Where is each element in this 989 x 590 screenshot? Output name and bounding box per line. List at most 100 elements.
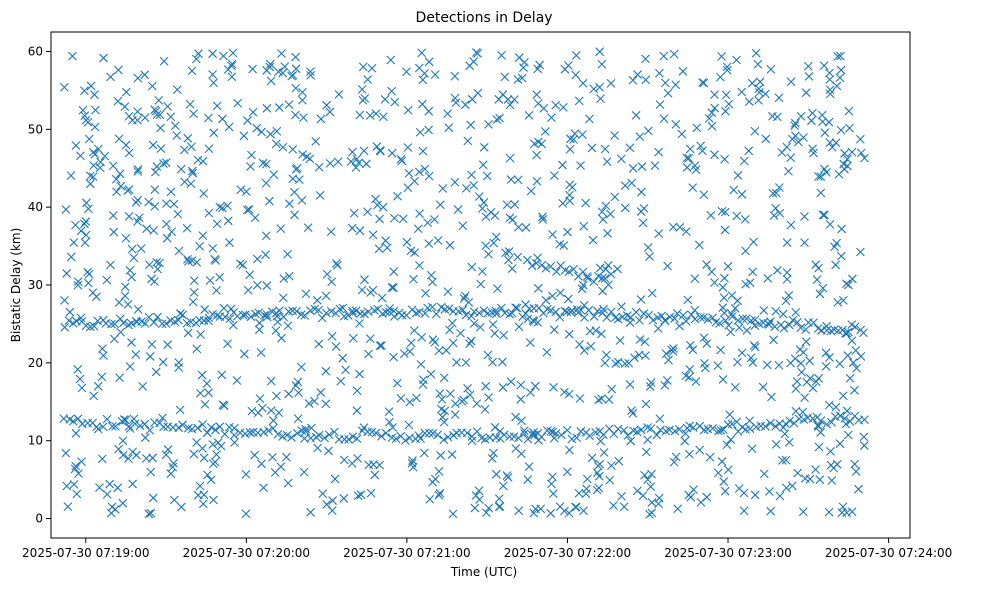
detection-marker <box>501 248 511 258</box>
detection-marker <box>385 303 394 313</box>
detection-marker <box>497 51 506 60</box>
detection-marker <box>650 161 660 171</box>
detection-marker <box>424 428 434 438</box>
detection-marker <box>131 450 141 460</box>
detection-marker <box>439 417 449 427</box>
detection-marker <box>192 344 202 354</box>
detection-marker <box>498 383 508 392</box>
detection-marker <box>223 65 233 74</box>
detection-marker <box>839 296 848 305</box>
detection-marker <box>306 507 315 517</box>
detection-marker <box>250 213 260 223</box>
detection-marker <box>69 479 79 489</box>
detection-marker <box>208 244 218 253</box>
detection-marker <box>251 309 260 319</box>
detection-marker <box>299 467 309 477</box>
detection-marker <box>490 329 500 338</box>
detection-marker <box>821 361 831 371</box>
detection-marker <box>832 238 841 248</box>
detection-marker <box>347 459 357 468</box>
detection-marker <box>424 57 434 67</box>
detection-marker <box>654 229 664 239</box>
detection-marker <box>199 490 209 500</box>
detection-marker <box>838 502 848 512</box>
detection-marker <box>266 76 276 86</box>
detection-marker <box>336 376 346 386</box>
detection-marker <box>473 49 483 58</box>
detection-marker <box>491 232 501 242</box>
detection-marker <box>710 103 720 113</box>
detection-marker <box>158 357 168 367</box>
detection-marker <box>503 473 513 482</box>
detection-marker <box>719 293 729 303</box>
detection-marker <box>265 59 275 69</box>
detection-marker <box>403 183 413 193</box>
detection-marker <box>262 281 272 291</box>
detection-marker <box>597 59 607 69</box>
detection-marker <box>840 414 850 423</box>
detection-marker <box>663 88 673 98</box>
detection-marker <box>513 252 523 262</box>
detection-marker <box>540 127 550 136</box>
detection-marker <box>359 146 369 156</box>
detection-marker <box>225 314 235 324</box>
detection-marker <box>156 123 165 133</box>
detection-marker <box>321 399 331 409</box>
detection-marker <box>529 508 539 518</box>
detection-marker <box>125 362 135 371</box>
detection-marker <box>244 205 254 214</box>
detection-marker <box>133 195 143 205</box>
detection-marker <box>563 227 572 237</box>
detection-marker <box>328 496 338 505</box>
detection-marker <box>563 294 573 304</box>
detection-marker <box>118 450 128 460</box>
detection-marker <box>477 204 487 213</box>
detection-marker <box>161 319 171 329</box>
detection-marker <box>385 417 394 427</box>
detection-marker <box>347 223 357 233</box>
detection-marker <box>593 306 602 316</box>
detection-marker <box>489 238 499 248</box>
detection-marker <box>475 322 485 332</box>
detection-marker <box>126 318 136 328</box>
detection-marker <box>571 50 581 60</box>
detection-marker <box>818 117 827 127</box>
detection-marker <box>721 106 730 116</box>
detection-marker <box>579 506 588 516</box>
detection-marker <box>321 308 331 318</box>
detection-marker <box>261 250 270 260</box>
detection-marker <box>795 345 805 354</box>
detection-marker <box>690 305 700 315</box>
detection-marker <box>637 162 647 171</box>
detection-marker <box>716 345 726 355</box>
detection-marker <box>416 359 426 369</box>
detection-marker <box>742 314 751 323</box>
detection-marker <box>284 389 294 399</box>
detection-marker <box>705 452 715 462</box>
detection-marker <box>614 456 624 466</box>
x-tick-label: 2025-07-30 07:22:00 <box>504 546 631 560</box>
detection-marker <box>208 440 218 449</box>
detection-marker <box>445 325 454 335</box>
detection-marker <box>166 112 176 122</box>
detection-marker <box>72 489 82 499</box>
detection-marker <box>521 223 531 232</box>
detection-marker <box>288 174 298 184</box>
detection-marker <box>505 213 515 223</box>
detection-marker <box>832 81 842 91</box>
detection-marker <box>606 79 616 88</box>
detection-marker <box>485 433 495 442</box>
detection-marker <box>156 144 166 154</box>
detection-marker <box>640 470 649 480</box>
detection-marker <box>805 373 815 383</box>
detection-marker <box>333 157 343 167</box>
detection-marker <box>367 63 377 73</box>
detection-marker <box>299 113 308 123</box>
detection-marker <box>855 134 865 144</box>
detection-marker <box>145 425 155 435</box>
detection-marker <box>445 389 455 399</box>
detection-marker <box>63 502 73 512</box>
detection-marker <box>430 337 440 347</box>
detection-marker <box>589 84 599 94</box>
detection-marker <box>805 356 815 366</box>
